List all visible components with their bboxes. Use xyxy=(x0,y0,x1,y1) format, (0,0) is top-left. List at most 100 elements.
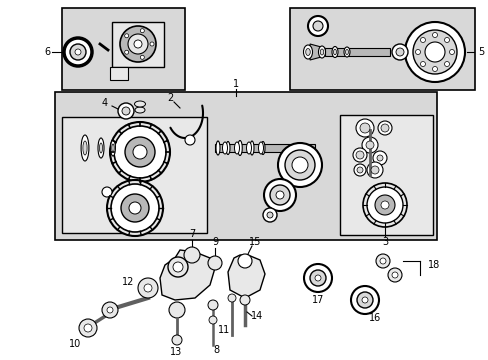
Ellipse shape xyxy=(303,45,312,59)
Bar xyxy=(289,8,474,90)
Circle shape xyxy=(278,143,321,187)
Circle shape xyxy=(391,44,407,60)
Circle shape xyxy=(366,162,382,178)
Text: 2: 2 xyxy=(166,93,173,103)
Circle shape xyxy=(114,126,165,178)
Circle shape xyxy=(444,37,448,42)
Circle shape xyxy=(356,167,362,173)
Text: 17: 17 xyxy=(311,295,324,305)
Circle shape xyxy=(291,157,307,173)
Circle shape xyxy=(184,135,195,145)
Ellipse shape xyxy=(237,140,242,156)
Ellipse shape xyxy=(225,141,229,154)
Text: 15: 15 xyxy=(248,237,261,247)
Polygon shape xyxy=(309,44,325,60)
Bar xyxy=(55,92,436,240)
Circle shape xyxy=(124,50,128,54)
Circle shape xyxy=(307,16,327,36)
Circle shape xyxy=(121,194,149,222)
Polygon shape xyxy=(227,255,264,298)
Polygon shape xyxy=(160,250,215,300)
Circle shape xyxy=(366,187,402,223)
Circle shape xyxy=(361,297,367,303)
Circle shape xyxy=(372,151,386,165)
Circle shape xyxy=(374,195,394,215)
Ellipse shape xyxy=(343,47,349,57)
Ellipse shape xyxy=(258,142,263,154)
Circle shape xyxy=(379,258,385,264)
Circle shape xyxy=(404,22,464,82)
Circle shape xyxy=(391,272,397,278)
Circle shape xyxy=(431,32,437,37)
Circle shape xyxy=(134,40,142,48)
Ellipse shape xyxy=(261,141,264,154)
Ellipse shape xyxy=(134,101,145,107)
Circle shape xyxy=(412,30,456,74)
Circle shape xyxy=(314,275,320,281)
Circle shape xyxy=(110,122,170,182)
Circle shape xyxy=(118,103,134,119)
Circle shape xyxy=(207,300,218,310)
Ellipse shape xyxy=(234,142,239,154)
Ellipse shape xyxy=(83,141,87,155)
Text: 8: 8 xyxy=(212,345,219,355)
Bar xyxy=(339,115,432,235)
Bar xyxy=(325,48,389,56)
Ellipse shape xyxy=(333,49,336,55)
Circle shape xyxy=(380,124,388,132)
Circle shape xyxy=(107,180,163,236)
Circle shape xyxy=(122,107,130,115)
Circle shape xyxy=(128,34,148,54)
Circle shape xyxy=(356,292,372,308)
Text: 12: 12 xyxy=(122,277,134,287)
Text: 3: 3 xyxy=(381,237,387,247)
Circle shape xyxy=(168,257,187,277)
Circle shape xyxy=(309,270,325,286)
Text: 18: 18 xyxy=(427,260,439,270)
Text: 1: 1 xyxy=(232,79,239,89)
Circle shape xyxy=(355,151,363,159)
Ellipse shape xyxy=(99,143,102,153)
Ellipse shape xyxy=(305,49,309,55)
Circle shape xyxy=(84,324,92,332)
Circle shape xyxy=(264,179,295,211)
Circle shape xyxy=(444,62,448,67)
Text: 14: 14 xyxy=(250,311,263,321)
Circle shape xyxy=(312,21,323,31)
Ellipse shape xyxy=(246,142,251,154)
Circle shape xyxy=(448,49,453,54)
Circle shape xyxy=(304,264,331,292)
Circle shape xyxy=(387,268,401,282)
Circle shape xyxy=(183,247,200,263)
Circle shape xyxy=(375,254,389,268)
Circle shape xyxy=(377,121,391,135)
Ellipse shape xyxy=(249,141,253,155)
Circle shape xyxy=(169,302,184,318)
Circle shape xyxy=(124,34,128,38)
Circle shape xyxy=(172,335,182,345)
Circle shape xyxy=(355,119,373,137)
Circle shape xyxy=(361,137,377,153)
Text: 11: 11 xyxy=(218,325,230,335)
Text: 7: 7 xyxy=(188,229,195,239)
Circle shape xyxy=(275,191,284,199)
Ellipse shape xyxy=(81,135,89,161)
Text: 13: 13 xyxy=(169,347,182,357)
Ellipse shape xyxy=(135,107,145,113)
Ellipse shape xyxy=(222,142,227,154)
Ellipse shape xyxy=(112,144,114,152)
Text: 5: 5 xyxy=(477,47,483,57)
Circle shape xyxy=(240,295,249,305)
Circle shape xyxy=(350,286,378,314)
Circle shape xyxy=(111,184,159,232)
Circle shape xyxy=(424,42,444,62)
Circle shape xyxy=(173,262,183,272)
Circle shape xyxy=(352,148,366,162)
Circle shape xyxy=(102,187,112,197)
Ellipse shape xyxy=(345,49,348,54)
Text: 6: 6 xyxy=(44,47,50,57)
Circle shape xyxy=(70,44,86,60)
Circle shape xyxy=(75,49,81,55)
Circle shape xyxy=(133,145,147,159)
Circle shape xyxy=(107,307,113,313)
